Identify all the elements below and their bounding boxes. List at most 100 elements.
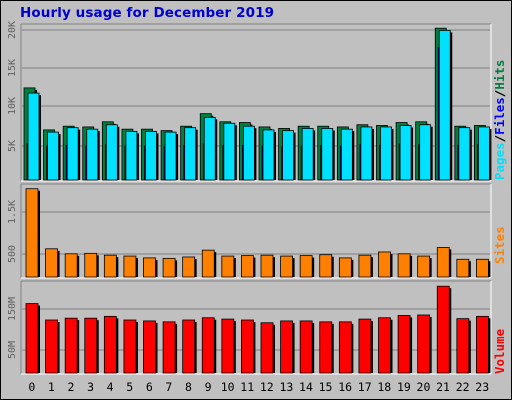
x-tick-label: 6 (146, 380, 153, 394)
panel-2-bg (21, 281, 491, 374)
sites-bar (338, 257, 352, 278)
sites-bar (299, 255, 313, 278)
legend-label-volume: Volume (492, 328, 507, 374)
x-tick-label: 7 (165, 380, 172, 394)
x-tick-label: 22 (456, 380, 470, 394)
sites-bar (280, 255, 293, 278)
volume-bar (397, 315, 411, 374)
y-tick-label: 5K (7, 140, 18, 152)
sites-bar (456, 258, 470, 278)
sites-bar (221, 255, 235, 278)
x-tick-label: 1 (48, 380, 55, 394)
volume-bar (45, 319, 58, 374)
sites-bar (417, 255, 431, 278)
y-tick-label: 20K (7, 21, 18, 39)
chart-title: Hourly usage for December 2019 (20, 5, 275, 21)
x-tick-label: 9 (205, 380, 212, 394)
pages-bar (86, 128, 99, 181)
pages-bar (27, 92, 40, 181)
pages-bar (380, 126, 392, 181)
panel-1-bg (21, 184, 491, 278)
x-tick-label: 20 (417, 380, 431, 394)
x-tick-label: 13 (279, 380, 293, 394)
sites-bar (319, 254, 333, 278)
x-tick-label: 17 (358, 380, 372, 394)
volume-bar (25, 303, 39, 374)
pages-bar (321, 128, 334, 181)
pages-bar (243, 125, 255, 181)
sites-bar (182, 256, 196, 278)
pages-bar (478, 126, 490, 181)
pages-bar (184, 127, 197, 181)
sites-bar (358, 254, 372, 278)
volume-bar (280, 320, 293, 374)
sites-bar (241, 255, 254, 278)
sites-bar (260, 254, 274, 278)
legend-label-pages-files-hits: Pages/Files/Hits (492, 60, 507, 180)
x-tick-label: 23 (475, 380, 489, 394)
x-tick-label: 15 (319, 380, 333, 394)
x-tick-label: 0 (28, 380, 35, 394)
y-tick-label: 150M (7, 297, 18, 321)
volume-bar (241, 319, 254, 374)
x-tick-label: 5 (126, 380, 133, 394)
volume-bar (64, 317, 78, 374)
pages-bar (419, 124, 432, 181)
legend-label-part: Hits (492, 60, 507, 90)
y-tick-label: 15K (7, 59, 18, 77)
sites-bar (436, 247, 450, 278)
x-tick-label: 8 (185, 380, 192, 394)
x-tick-label: 14 (299, 380, 313, 394)
volume-bar (143, 320, 156, 374)
volume-bar (162, 321, 176, 374)
volume-bar (338, 321, 352, 374)
volume-bar (436, 285, 450, 374)
x-tick-label: 2 (67, 380, 74, 394)
legend-label-part: Files (492, 97, 507, 135)
sites-bar (25, 188, 39, 278)
volume-bar (201, 317, 215, 374)
y-tick-label: 1.5K (7, 200, 18, 224)
x-tick-label: 21 (436, 380, 450, 394)
pages-bar (105, 124, 118, 181)
pages-bar (282, 130, 294, 181)
pages-bar (203, 116, 216, 181)
pages-bar (223, 122, 236, 181)
x-tick-label: 4 (107, 380, 114, 394)
volume-bar (417, 314, 431, 374)
sites-bar (64, 253, 78, 278)
pages-bar (340, 128, 353, 181)
sites-bar (123, 255, 137, 278)
volume-bar (319, 321, 333, 374)
x-tick-label: 12 (260, 380, 274, 394)
sites-bar (476, 258, 489, 278)
x-tick-label: 16 (338, 380, 352, 394)
x-tick-label: 11 (240, 380, 254, 394)
x-tick-label: 19 (397, 380, 411, 394)
sites-bar (397, 253, 411, 278)
x-tick-label: 10 (221, 380, 235, 394)
sites-bar (84, 252, 98, 278)
pages-bar (301, 128, 314, 181)
y-tick-label: 10K (7, 97, 18, 115)
volume-bar (84, 317, 98, 374)
volume-bar (358, 318, 372, 374)
volume-bar (103, 315, 117, 374)
volume-bar (260, 322, 274, 374)
legend-label-part: / (492, 135, 507, 143)
pages-bar (145, 130, 157, 181)
sites-bar (378, 251, 391, 278)
volume-bar (221, 318, 235, 374)
sites-bar (103, 254, 117, 278)
pages-bar (47, 131, 59, 181)
sites-bar (143, 257, 156, 278)
pages-bar (164, 131, 177, 181)
sites-bar (201, 249, 215, 278)
sites-bar (45, 248, 58, 278)
pages-bar (66, 127, 79, 181)
pages-bar (438, 30, 451, 181)
volume-bar (123, 319, 137, 374)
pages-bar (360, 126, 373, 181)
legend-label-part: / (492, 90, 507, 98)
